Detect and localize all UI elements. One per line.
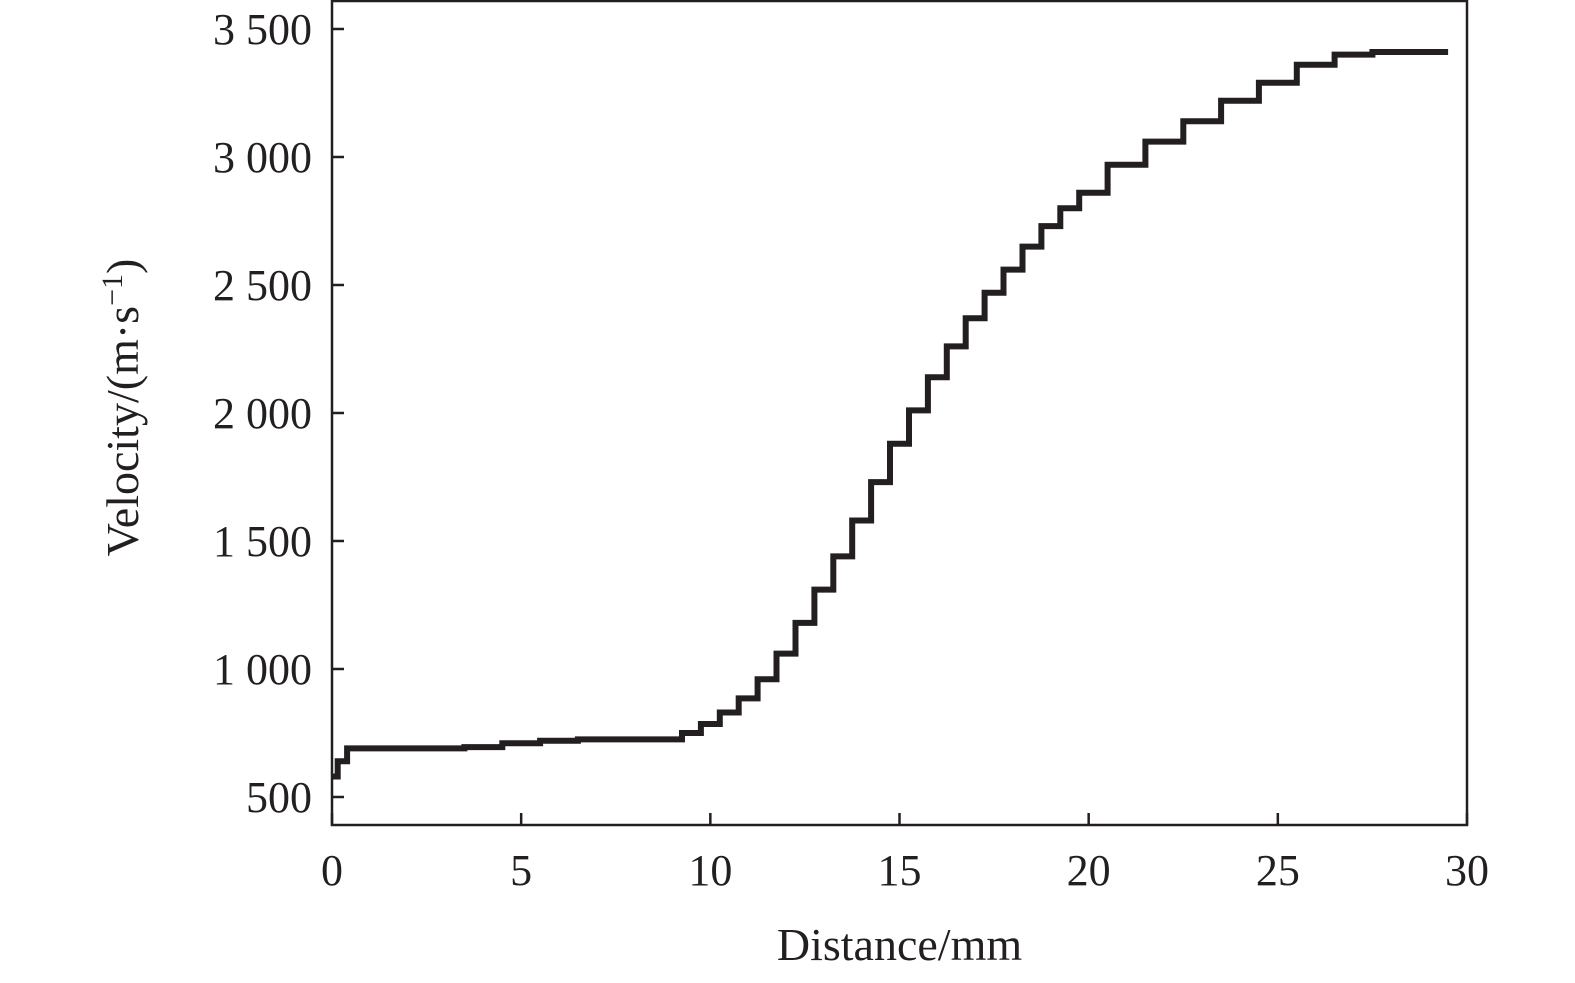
y-tick-label: 3 500: [213, 5, 312, 54]
plot-frame: [330, 0, 1469, 827]
y-tick-label: 2 000: [213, 389, 312, 438]
x-tick-label: 15: [878, 846, 922, 895]
x-axis-label: Distance/mm: [777, 919, 1022, 970]
x-tick-label: 10: [688, 846, 732, 895]
x-tick-label: 30: [1445, 846, 1489, 895]
x-axis-ticks: 0 5 10 15 20 25 30: [321, 813, 1489, 895]
y-axis-ticks: 500 1 000 1 500 2 000 2 500 3 000 3 500: [213, 5, 344, 822]
y-tick-label: 3 000: [213, 133, 312, 182]
y-axis-label: Velocity/(m·s−1): [96, 259, 149, 557]
y-tick-label: 500: [246, 773, 312, 822]
x-tick-label: 0: [321, 846, 343, 895]
x-tick-label: 25: [1256, 846, 1300, 895]
y-axis-label-main: Velocity/(m·s: [97, 306, 148, 556]
y-axis-label-close: ): [97, 259, 148, 274]
velocity-line: [332, 49, 1449, 780]
y-tick-label: 1 000: [213, 645, 312, 694]
x-tick-label: 20: [1067, 846, 1111, 895]
y-tick-label: 2 500: [213, 261, 312, 310]
x-tick-label: 5: [510, 846, 532, 895]
y-tick-label: 1 500: [213, 517, 312, 566]
y-axis-label-superscript: −1: [96, 274, 129, 306]
